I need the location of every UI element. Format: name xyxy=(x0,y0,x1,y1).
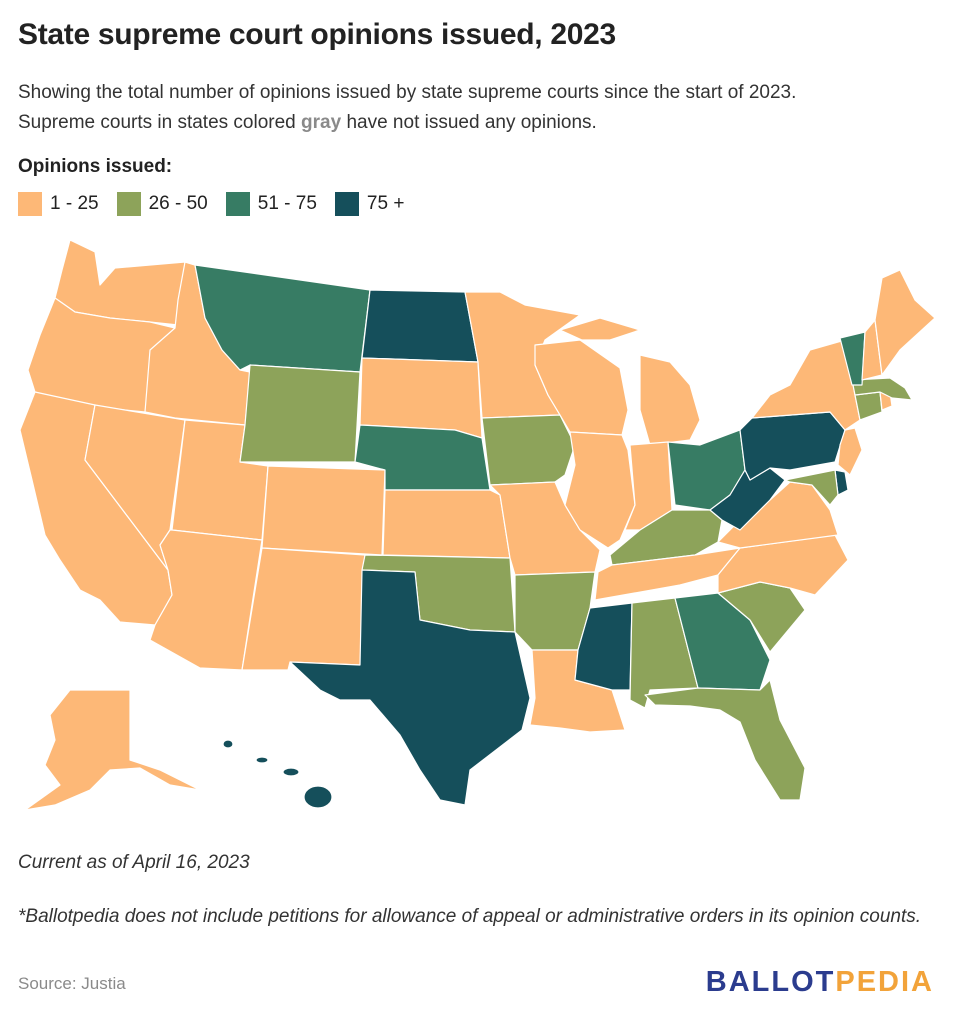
legend-label: 1 - 25 xyxy=(50,193,99,214)
state-HI xyxy=(303,785,333,809)
logo-text-pedia: PEDIA xyxy=(835,966,934,998)
state-FL xyxy=(644,679,806,801)
chart-title: State supreme court opinions issued, 202… xyxy=(18,18,616,51)
legend-title: Opinions issued: xyxy=(18,156,173,177)
subtitle-line-2: Supreme courts in states colored gray ha… xyxy=(18,108,948,138)
legend-item-26-50: 26 - 50 xyxy=(116,192,208,216)
state-IL xyxy=(564,431,636,549)
legend-swatch-51-75 xyxy=(225,192,250,216)
legend: 1 - 25 26 - 50 51 - 75 75 + xyxy=(18,192,422,216)
state-MO xyxy=(489,481,601,576)
state-CO xyxy=(261,465,386,556)
subtitle-line-2-end: have not issued any opinions. xyxy=(341,112,597,133)
source-label: Source: Justia xyxy=(18,974,126,993)
state-HI-island-3 xyxy=(255,756,269,764)
state-NM xyxy=(241,547,366,671)
footnote: *Ballotpedia does not include petitions … xyxy=(18,906,922,927)
legend-label: 51 - 75 xyxy=(257,193,317,214)
state-IA xyxy=(481,414,576,486)
ballotpedia-logo[interactable]: BALLOTPEDIA xyxy=(706,966,934,999)
state-MI xyxy=(559,317,701,446)
legend-item-51-75: 51 - 75 xyxy=(225,192,317,216)
legend-swatch-26-50 xyxy=(116,192,141,216)
subtitle-line-1: Showing the total number of opinions iss… xyxy=(18,82,797,103)
subtitle-line-2-start: Supreme courts in states colored xyxy=(18,112,302,133)
state-NJ xyxy=(837,427,863,476)
state-PA xyxy=(739,411,846,481)
state-ND xyxy=(361,289,479,363)
state-VT xyxy=(839,331,866,386)
legend-swatch-1-25 xyxy=(18,192,42,216)
state-HI-island-4 xyxy=(222,739,234,749)
state-CT xyxy=(854,391,883,421)
legend-item-1-25: 1 - 25 xyxy=(18,192,99,216)
us-state-map xyxy=(19,239,936,811)
gray-highlight: gray xyxy=(301,112,342,133)
legend-label: 26 - 50 xyxy=(148,193,208,214)
state-WY xyxy=(239,364,361,463)
state-AK xyxy=(24,689,201,811)
state-MD xyxy=(784,469,839,506)
state-ME xyxy=(874,269,936,376)
state-MA xyxy=(851,377,913,401)
as-of-note: Current as of April 16, 2023 xyxy=(18,852,250,873)
state-TX xyxy=(289,569,531,806)
state-HI-island-2 xyxy=(282,767,300,777)
state-WA xyxy=(54,239,186,326)
chart-subtitle: Showing the total number of opinions iss… xyxy=(18,78,948,138)
legend-item-75-plus: 75 + xyxy=(334,192,405,216)
legend-label: 75 + xyxy=(366,193,405,214)
logo-text-ballot: BALLOT xyxy=(705,966,836,998)
state-KS xyxy=(382,489,511,559)
legend-swatch-75-plus xyxy=(334,192,359,216)
